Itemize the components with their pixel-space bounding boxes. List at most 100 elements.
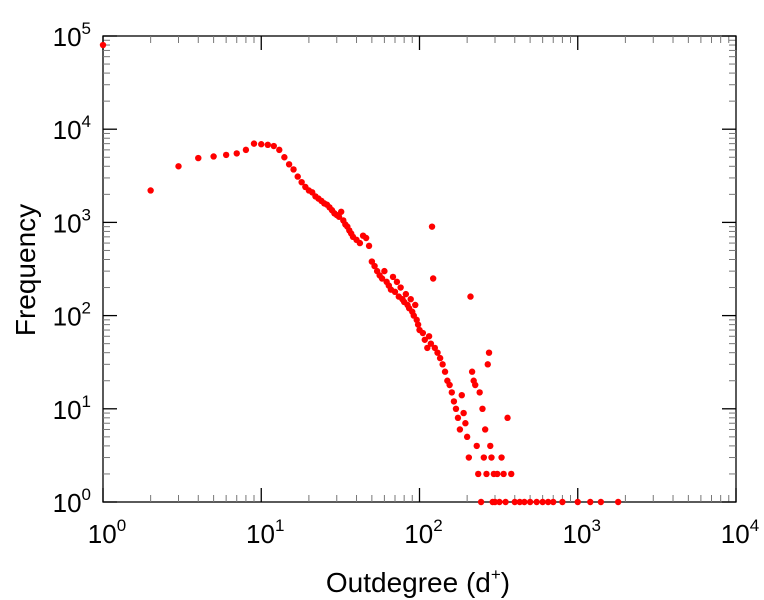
- data-point: [276, 146, 283, 154]
- data-point: [502, 498, 509, 506]
- data-point: [335, 213, 343, 220]
- data-point: [462, 420, 469, 427]
- data-point: [378, 275, 386, 282]
- data-point: [511, 498, 518, 506]
- major-ticks: [102, 35, 737, 503]
- plot-area: [102, 35, 737, 503]
- x-tick-label: 103: [563, 516, 601, 549]
- data-points: [99, 41, 622, 506]
- data-point: [475, 470, 482, 478]
- data-point: [250, 140, 258, 147]
- data-point: [476, 389, 483, 396]
- data-point: [195, 154, 202, 162]
- data-point: [439, 361, 446, 368]
- data-point: [441, 368, 449, 375]
- data-point: [480, 454, 488, 461]
- x-tick-label: 102: [404, 516, 442, 549]
- data-point: [494, 470, 501, 478]
- data-point: [270, 142, 277, 150]
- data-point: [391, 288, 399, 296]
- data-point: [544, 498, 552, 506]
- data-point: [397, 284, 404, 291]
- data-point: [521, 498, 528, 506]
- data-point: [381, 267, 388, 275]
- data-point: [402, 290, 410, 298]
- data-point: [460, 409, 467, 417]
- data-point: [434, 349, 441, 356]
- data-point: [500, 470, 507, 478]
- y-tick-label: 101: [53, 392, 91, 425]
- data-point: [431, 344, 439, 352]
- data-point: [419, 329, 427, 337]
- data-point: [412, 301, 419, 309]
- data-point: [429, 275, 437, 282]
- data-point: [496, 498, 503, 506]
- data-point: [147, 187, 154, 194]
- data-point: [463, 433, 471, 441]
- data-point: [389, 273, 397, 281]
- data-point: [473, 442, 480, 450]
- data-point: [508, 470, 515, 478]
- data-point: [285, 161, 293, 168]
- data-point: [175, 163, 182, 170]
- data-point: [479, 405, 486, 412]
- y-axis-label: Frequency: [10, 204, 41, 336]
- data-point: [452, 405, 460, 412]
- y-tick-label: 105: [53, 19, 91, 52]
- data-point: [481, 426, 489, 433]
- data-point: [365, 242, 373, 250]
- data-point: [456, 426, 464, 433]
- y-tick-label: 103: [53, 205, 91, 238]
- data-point: [99, 41, 107, 49]
- data-point: [242, 146, 250, 154]
- x-tick-label: 101: [246, 516, 284, 549]
- y-tick-labels: 100 101 102 103 104 105: [53, 19, 91, 518]
- data-point: [233, 150, 240, 157]
- data-point: [472, 381, 479, 389]
- data-point: [516, 498, 523, 506]
- data-point: [559, 498, 566, 506]
- data-point: [574, 498, 581, 506]
- data-point: [533, 498, 540, 506]
- data-point: [298, 178, 305, 186]
- data-point: [477, 498, 485, 506]
- data-point: [281, 154, 288, 161]
- data-point: [550, 498, 557, 506]
- data-point: [465, 454, 473, 461]
- data-point: [294, 173, 301, 180]
- data-point: [425, 333, 433, 340]
- data-point: [526, 498, 534, 506]
- x-tick-labels: 100 101 102 103 104: [88, 516, 759, 549]
- y-tick-label: 102: [53, 299, 91, 332]
- data-point: [407, 295, 414, 303]
- x-tick-label: 104: [721, 516, 759, 549]
- x-tick-label: 100: [88, 516, 126, 549]
- data-point: [362, 234, 370, 242]
- data-point: [337, 208, 345, 215]
- data-point: [491, 498, 499, 506]
- data-point: [222, 151, 230, 159]
- data-point: [587, 498, 594, 506]
- data-point: [427, 340, 435, 347]
- data-point: [258, 141, 265, 148]
- data-point: [450, 398, 458, 405]
- data-point: [290, 166, 297, 173]
- data-point: [498, 454, 505, 461]
- data-point: [484, 361, 491, 368]
- data-point: [371, 262, 378, 270]
- data-point: [210, 153, 217, 160]
- minor-ticks: [103, 36, 736, 502]
- data-point: [428, 223, 436, 230]
- y-tick-label: 100: [53, 485, 91, 518]
- y-tick-label: 104: [53, 112, 91, 145]
- data-point: [356, 239, 364, 247]
- data-point: [597, 498, 605, 506]
- x-axis-label: Outdegree (d+): [326, 565, 510, 598]
- data-point: [485, 349, 493, 356]
- data-point: [424, 344, 431, 352]
- data-point: [539, 498, 546, 506]
- data-point: [421, 336, 428, 343]
- data-point: [264, 141, 272, 149]
- data-point: [468, 368, 476, 375]
